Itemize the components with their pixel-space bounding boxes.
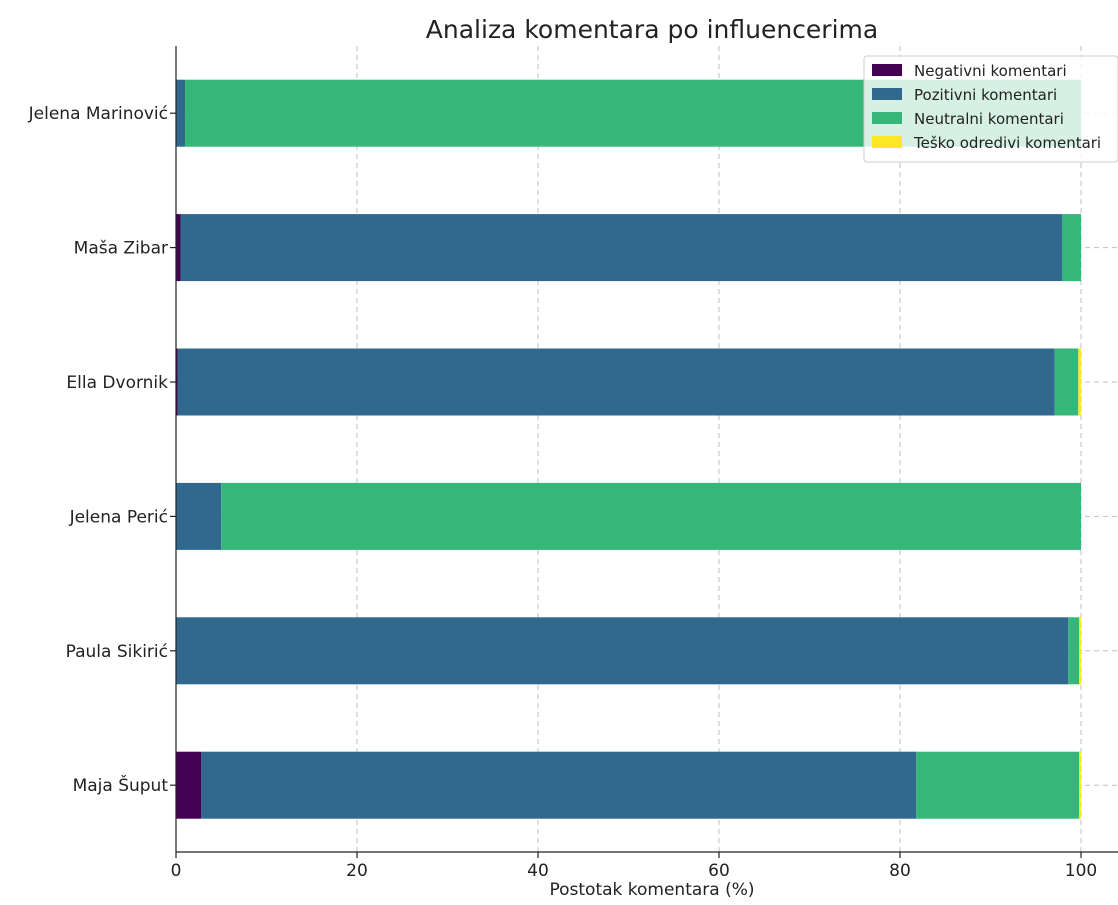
bar-segment [176,617,1069,685]
bar-segment [1078,348,1081,416]
x-tick-label: 20 [346,861,368,881]
bars [176,79,1082,819]
x-tick-label: 80 [889,861,911,881]
x-tick-label: 0 [171,861,182,881]
x-tick-label: 100 [1065,861,1097,881]
bar-segment [1079,617,1081,685]
bar-segment [1061,214,1081,282]
bar-segment [916,751,1080,819]
bar-segment [176,214,181,282]
bar-segment [221,482,1081,550]
x-tick-label: 40 [527,861,549,881]
y-axis-ticks: Jelena Marinović Maša Zibar Ella Dvornik Je… [28,104,176,796]
x-axis-ticks: 0 20 40 60 80 100 [171,852,1097,881]
axes [175,46,1118,853]
chart-title: Analiza komentara po influencerima [426,15,878,44]
legend-swatch [872,88,902,100]
bar-segment [176,482,222,550]
x-axis-title: Postotak komentara (%) [549,880,754,900]
legend-label: Pozitivni komentari [914,86,1057,104]
y-tick-label: Ella Dvornik [66,373,168,393]
y-tick-label: Maja Šuput [73,774,169,796]
y-tick-label: Maša Zibar [74,239,168,259]
legend-label: Teško odredivi komentari [913,134,1101,152]
legend-swatch [872,136,902,148]
legend-label: Negativni komentari [914,62,1067,80]
bar-segment [1079,751,1081,819]
legend-box [863,55,1118,163]
bar-segment [177,348,1055,416]
legend: Negativni komentari Pozitivni komentari Ne… [863,55,1118,163]
bar-segment [176,79,186,147]
bar-segment [1054,348,1079,416]
legend-swatch [872,112,902,124]
y-tick-label: Jelena Marinović [28,104,168,124]
y-tick-label: Paula Sikirić [66,642,168,662]
bar-segment [1068,617,1080,685]
grid-lines [175,46,1118,852]
bar-segment [176,348,178,416]
bar-segment [201,751,917,819]
x-tick-label: 60 [708,861,730,881]
bar-segment [180,214,1062,282]
bar-segment [176,751,202,819]
legend-swatch [872,64,902,76]
y-tick-label: Jelena Perić [69,507,168,527]
legend-label: Neutralni komentari [914,110,1064,128]
